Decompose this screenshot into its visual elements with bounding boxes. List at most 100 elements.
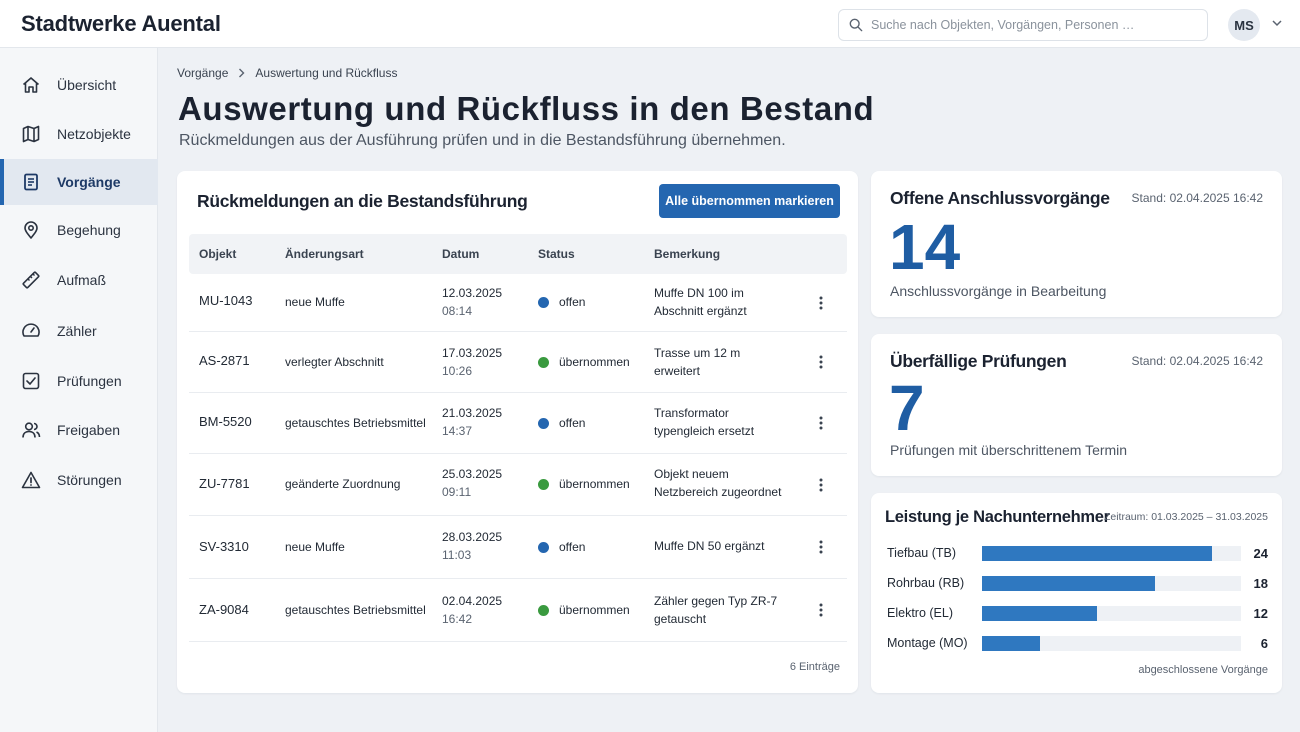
- status-dot-icon: [538, 604, 549, 616]
- column-header-bemerkung[interactable]: Bemerkung: [654, 247, 721, 261]
- cell-note: Muffe DN 50 ergänzt: [654, 539, 765, 553]
- cell-change-type: geänderte Zuordnung: [285, 477, 401, 491]
- time-value: 14:37: [442, 424, 473, 438]
- document-icon: [21, 172, 41, 192]
- mark-all-accepted-button[interactable]: Alle übernommen markieren: [659, 184, 840, 218]
- table-row[interactable]: ZU-7781 geänderte Zuordnung 25.03.2025 09…: [189, 454, 847, 516]
- sidebar-item-label: Netzobjekte: [57, 126, 131, 142]
- status-badge: offen: [538, 414, 585, 432]
- row-menu-icon[interactable]: [811, 537, 831, 557]
- cell-date: 21.03.2025 14:37: [442, 404, 502, 440]
- bar-value: 18: [1253, 576, 1268, 591]
- cell-change-type: getauschtes Betriebsmittel: [285, 603, 426, 617]
- gauge-icon: [21, 321, 41, 341]
- kpi-card-open-connections: Offene Anschlussvorgänge Stand: 02.04.20…: [871, 171, 1282, 317]
- breadcrumb-parent[interactable]: Vorgänge: [177, 66, 229, 80]
- table-row[interactable]: AS-2871 verlegter Abschnitt 17.03.2025 10…: [189, 332, 847, 393]
- bar-label: Tiefbau (TB): [887, 546, 957, 560]
- sidebar-item-begehung[interactable]: Begehung: [0, 207, 158, 253]
- date-value: 12.03.2025: [442, 286, 503, 300]
- bar: [982, 636, 1040, 651]
- status-badge: offen: [538, 293, 585, 311]
- map-pin-icon: [21, 220, 41, 240]
- cell-note: Transformator typengleich ersetzt: [654, 406, 755, 438]
- search-box[interactable]: [838, 9, 1208, 41]
- date-value: 28.03.2025: [442, 530, 503, 544]
- kpi-card-overdue-checks: Überfällige Prüfungen Stand: 02.04.2025 …: [871, 334, 1282, 476]
- table-row[interactable]: BM-5520 getauschtes Betriebsmittel 21.03…: [189, 393, 847, 454]
- cell-note: Trasse um 12 m erweitert: [654, 346, 741, 378]
- time-value: 16:42: [442, 612, 473, 626]
- kpi-value: 14: [889, 211, 961, 283]
- chevron-right-icon: [238, 68, 245, 78]
- bar-label: Rohrbau (RB): [887, 576, 965, 590]
- column-header-datum[interactable]: Datum: [442, 247, 480, 261]
- sidebar-item-uebersicht[interactable]: Übersicht: [0, 62, 158, 108]
- cell-object: MU-1043: [199, 293, 253, 308]
- avatar[interactable]: MS: [1228, 9, 1260, 41]
- status-label: offen: [559, 295, 586, 309]
- table-row[interactable]: SV-3310 neue Muffe 28.03.2025 11:03 offen…: [189, 516, 847, 579]
- date-value: 17.03.2025: [442, 346, 503, 360]
- cell-date: 28.03.2025 11:03: [442, 528, 502, 564]
- kpi-title: Überfällige Prüfungen: [890, 351, 1067, 371]
- cell-change-type: getauschtes Betriebsmittel: [285, 416, 426, 430]
- time-value: 10:26: [442, 364, 473, 378]
- sidebar-item-label: Übersicht: [57, 77, 117, 93]
- date-value: 21.03.2025: [442, 406, 503, 420]
- ruler-icon: [21, 270, 41, 290]
- sidebar-item-label: Störungen: [57, 472, 122, 488]
- sidebar-item-netzobjekte[interactable]: Netzobjekte: [0, 111, 158, 157]
- checkbox-icon: [21, 371, 41, 391]
- entries-count: 6 Einträge: [789, 661, 840, 673]
- sidebar-item-zaehler[interactable]: Zähler: [0, 308, 158, 354]
- sidebar-item-freigaben[interactable]: Freigaben: [0, 407, 158, 453]
- table-row[interactable]: MU-1043 neue Muffe 12.03.2025 08:14 offen…: [189, 274, 847, 332]
- kpi-caption: Anschlussvorgänge in Bearbeitung: [890, 283, 1107, 299]
- map-icon: [21, 124, 41, 144]
- sidebar-item-pruefungen[interactable]: Prüfungen: [0, 358, 158, 404]
- sidebar-item-label: Aufmaß: [57, 272, 107, 288]
- app-title: Stadtwerke Auental: [21, 11, 221, 36]
- kpi-title: Offene Anschlussvorgänge: [890, 188, 1110, 208]
- time-value: 08:14: [442, 304, 473, 318]
- status-badge: offen: [538, 538, 585, 556]
- column-header-objekt[interactable]: Objekt: [199, 247, 237, 261]
- status-label: übernommen: [559, 355, 630, 369]
- cell-change-type: neue Muffe: [285, 295, 345, 309]
- column-header-status[interactable]: Status: [538, 247, 575, 261]
- sidebar: Übersicht Netzobjekte Vorgänge Begehung …: [0, 48, 158, 732]
- sidebar-item-vorgaenge[interactable]: Vorgänge: [0, 159, 158, 205]
- bar-label: Elektro (EL): [887, 606, 953, 620]
- time-value: 09:11: [442, 485, 472, 499]
- cell-note: Zähler gegen Typ ZR-7 getauscht: [654, 594, 778, 626]
- sidebar-item-label: Freigaben: [57, 422, 121, 438]
- status-label: übernommen: [559, 477, 630, 491]
- feedback-card-title: Rückmeldungen an die Bestandsführung: [197, 191, 528, 211]
- date-value: 02.04.2025: [442, 594, 503, 608]
- row-menu-icon[interactable]: [811, 413, 831, 433]
- top-bar: Stadtwerke Auental MS: [0, 0, 1300, 48]
- bar-value: 24: [1253, 546, 1268, 561]
- chevron-down-icon[interactable]: [1272, 19, 1282, 27]
- row-menu-icon[interactable]: [811, 475, 831, 495]
- status-dot-icon: [538, 478, 549, 490]
- row-menu-icon[interactable]: [811, 600, 831, 620]
- column-header-aenderungsart[interactable]: Änderungsart: [285, 247, 364, 261]
- page-subtitle: Rückmeldungen aus der Ausführung prüfen …: [179, 132, 786, 149]
- users-icon: [21, 420, 41, 440]
- bar: [982, 576, 1155, 591]
- cell-object: AS-2871: [199, 353, 250, 368]
- cell-object: ZU-7781: [199, 476, 250, 491]
- search-input[interactable]: [871, 18, 1191, 32]
- status-label: übernommen: [559, 603, 630, 617]
- row-menu-icon[interactable]: [811, 352, 831, 372]
- row-menu-icon[interactable]: [811, 293, 831, 313]
- table-row[interactable]: ZA-9084 getauschtes Betriebsmittel 02.04…: [189, 579, 847, 642]
- status-badge: übernommen: [538, 475, 630, 493]
- bar: [982, 546, 1213, 561]
- sidebar-item-aufmass[interactable]: Aufmaß: [0, 257, 158, 303]
- warning-icon: [21, 470, 41, 490]
- sidebar-item-stoerungen[interactable]: Störungen: [0, 457, 158, 503]
- kpi-timestamp: Stand: 02.04.2025 16:42: [1131, 191, 1263, 205]
